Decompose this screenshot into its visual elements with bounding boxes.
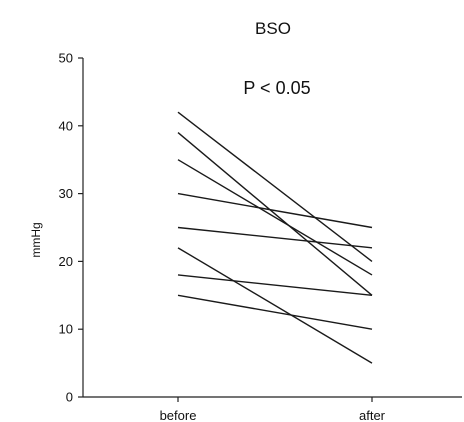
y-tick-label: 10: [59, 322, 73, 337]
series-line-8: [177, 294, 373, 330]
x-tick-label-before: before: [160, 408, 197, 422]
y-tick-label: 40: [59, 118, 73, 133]
y-ticks: 0 10 20 30 40 50: [59, 51, 83, 405]
p-value-annotation: P < 0.05: [243, 78, 310, 98]
y-tick-label: 20: [59, 254, 73, 269]
series-line-2: [177, 132, 373, 296]
series-lines: [177, 111, 373, 364]
x-tick-label-after: after: [359, 408, 386, 422]
y-tick-label: 30: [59, 186, 73, 201]
series-line-3: [177, 159, 373, 276]
y-tick-label: 50: [59, 51, 73, 66]
y-tick-label: 0: [66, 390, 73, 405]
y-axis-label: mmHg: [29, 222, 43, 257]
series-line-1: [177, 111, 373, 262]
chart-title: BSO: [255, 19, 291, 38]
series-line-6: [177, 247, 373, 364]
x-ticks: before after: [160, 397, 386, 422]
series-line-5: [177, 226, 373, 249]
series-line-4: [177, 192, 373, 229]
series-line-7: [177, 274, 373, 296]
